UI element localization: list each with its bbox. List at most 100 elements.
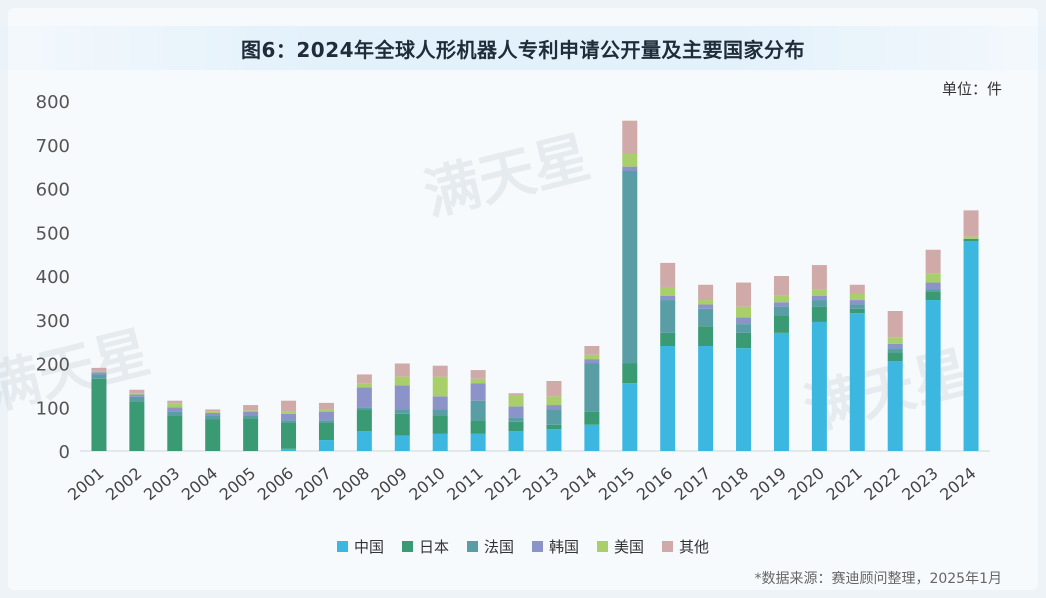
bar-segment — [318, 411, 334, 421]
bar-segment — [318, 402, 334, 410]
x-tick-label: 2011 — [443, 464, 486, 505]
bar-segment — [584, 411, 600, 425]
bar-segment — [432, 416, 448, 434]
bar-segment — [773, 332, 789, 451]
bar-segment — [508, 421, 524, 432]
x-tick-label: 2005 — [216, 464, 259, 505]
bar-segment — [963, 238, 979, 241]
bar-segment — [887, 343, 903, 349]
bar-segment — [660, 332, 676, 346]
legend-swatch — [662, 541, 674, 552]
bar-segment — [660, 300, 676, 333]
x-tick-label: 2010 — [405, 464, 448, 505]
bar-segment — [736, 282, 752, 307]
bar-segment — [773, 295, 789, 303]
bar-segment — [698, 346, 714, 451]
bar-segment — [470, 378, 486, 384]
bar-segment — [622, 363, 638, 384]
bar-segment — [736, 317, 752, 325]
bar-segment — [243, 418, 259, 451]
y-tick-label: 800 — [36, 92, 70, 113]
bar-segment — [849, 284, 865, 294]
bar-segment — [470, 383, 486, 401]
bar-segment — [546, 424, 562, 430]
bar-segment — [356, 407, 372, 410]
x-tick-label: 2006 — [254, 464, 297, 505]
bar-segment — [925, 249, 941, 274]
x-tick-label: 2024 — [936, 464, 979, 505]
bar-segment — [660, 262, 676, 287]
bar-segment — [394, 413, 410, 436]
bar-segment — [773, 302, 789, 307]
bar-segment — [622, 120, 638, 154]
x-tick-label: 2002 — [102, 464, 145, 505]
bar-segment — [167, 411, 183, 416]
bar-segment — [91, 374, 107, 379]
legend-label: 日本 — [418, 538, 449, 556]
bar-segment — [394, 376, 410, 386]
bar-segment — [660, 295, 676, 301]
bar-segment — [432, 376, 448, 397]
bar-segment — [622, 171, 638, 364]
bar-segment — [849, 300, 865, 305]
bar-segment — [470, 370, 486, 379]
bar-segment — [811, 265, 827, 290]
bar-segment — [356, 409, 372, 432]
bar-segment — [887, 361, 903, 451]
bar-segment — [736, 306, 752, 318]
chart-bars — [91, 120, 979, 451]
x-tick-label: 2004 — [178, 464, 221, 505]
bar-segment — [356, 431, 372, 451]
bar-segment — [243, 405, 259, 411]
bar-segment — [773, 276, 789, 296]
bar-segment — [432, 396, 448, 410]
bar-segment — [849, 293, 865, 301]
bar-segment — [698, 300, 714, 305]
legend-label: 中国 — [353, 538, 384, 556]
bar-segment — [622, 166, 638, 171]
bar-segment — [736, 324, 752, 333]
bar-segment — [508, 406, 524, 418]
bar-segment — [546, 429, 562, 451]
bar-segment — [281, 400, 297, 412]
bar-segment — [546, 396, 562, 406]
bar-segment — [925, 273, 941, 283]
bar-segment — [736, 348, 752, 451]
bar-segment — [698, 308, 714, 327]
bar-segment — [129, 396, 145, 402]
bar-segment — [167, 403, 183, 408]
y-tick-label: 500 — [36, 223, 70, 244]
legend-item: 其他 — [662, 536, 709, 557]
bar-segment — [698, 284, 714, 301]
x-tick-label: 2021 — [822, 464, 865, 505]
bar-segment — [281, 420, 297, 423]
bar-segment — [432, 365, 448, 377]
x-tick-label: 2019 — [747, 464, 790, 505]
legend-item: 中国 — [336, 536, 384, 557]
bar-segment — [508, 393, 524, 396]
bar-segment — [129, 393, 145, 395]
title-band — [0, 26, 1046, 70]
y-tick-label: 0 — [59, 442, 70, 463]
y-tick-label: 300 — [36, 311, 70, 332]
bar-segment — [698, 326, 714, 346]
bar-segment — [318, 409, 334, 412]
bar-segment — [546, 409, 562, 425]
bar-segment — [281, 413, 297, 421]
watermark-text: 满天星 — [418, 125, 597, 229]
bar-segment — [963, 210, 979, 237]
x-tick-label: 2020 — [785, 464, 828, 505]
bar-segment — [546, 381, 562, 397]
bar-segment — [205, 419, 221, 451]
chart-card — [8, 8, 1038, 590]
bar-segment — [660, 286, 676, 296]
bar-segment — [584, 354, 600, 360]
bar-segment — [91, 370, 107, 373]
bar-segment — [318, 420, 334, 423]
bar-segment — [508, 431, 524, 451]
bar-segment — [356, 383, 372, 388]
x-tick-label: 2009 — [367, 464, 410, 505]
bar-segment — [318, 422, 334, 441]
bar-segment — [925, 300, 941, 451]
